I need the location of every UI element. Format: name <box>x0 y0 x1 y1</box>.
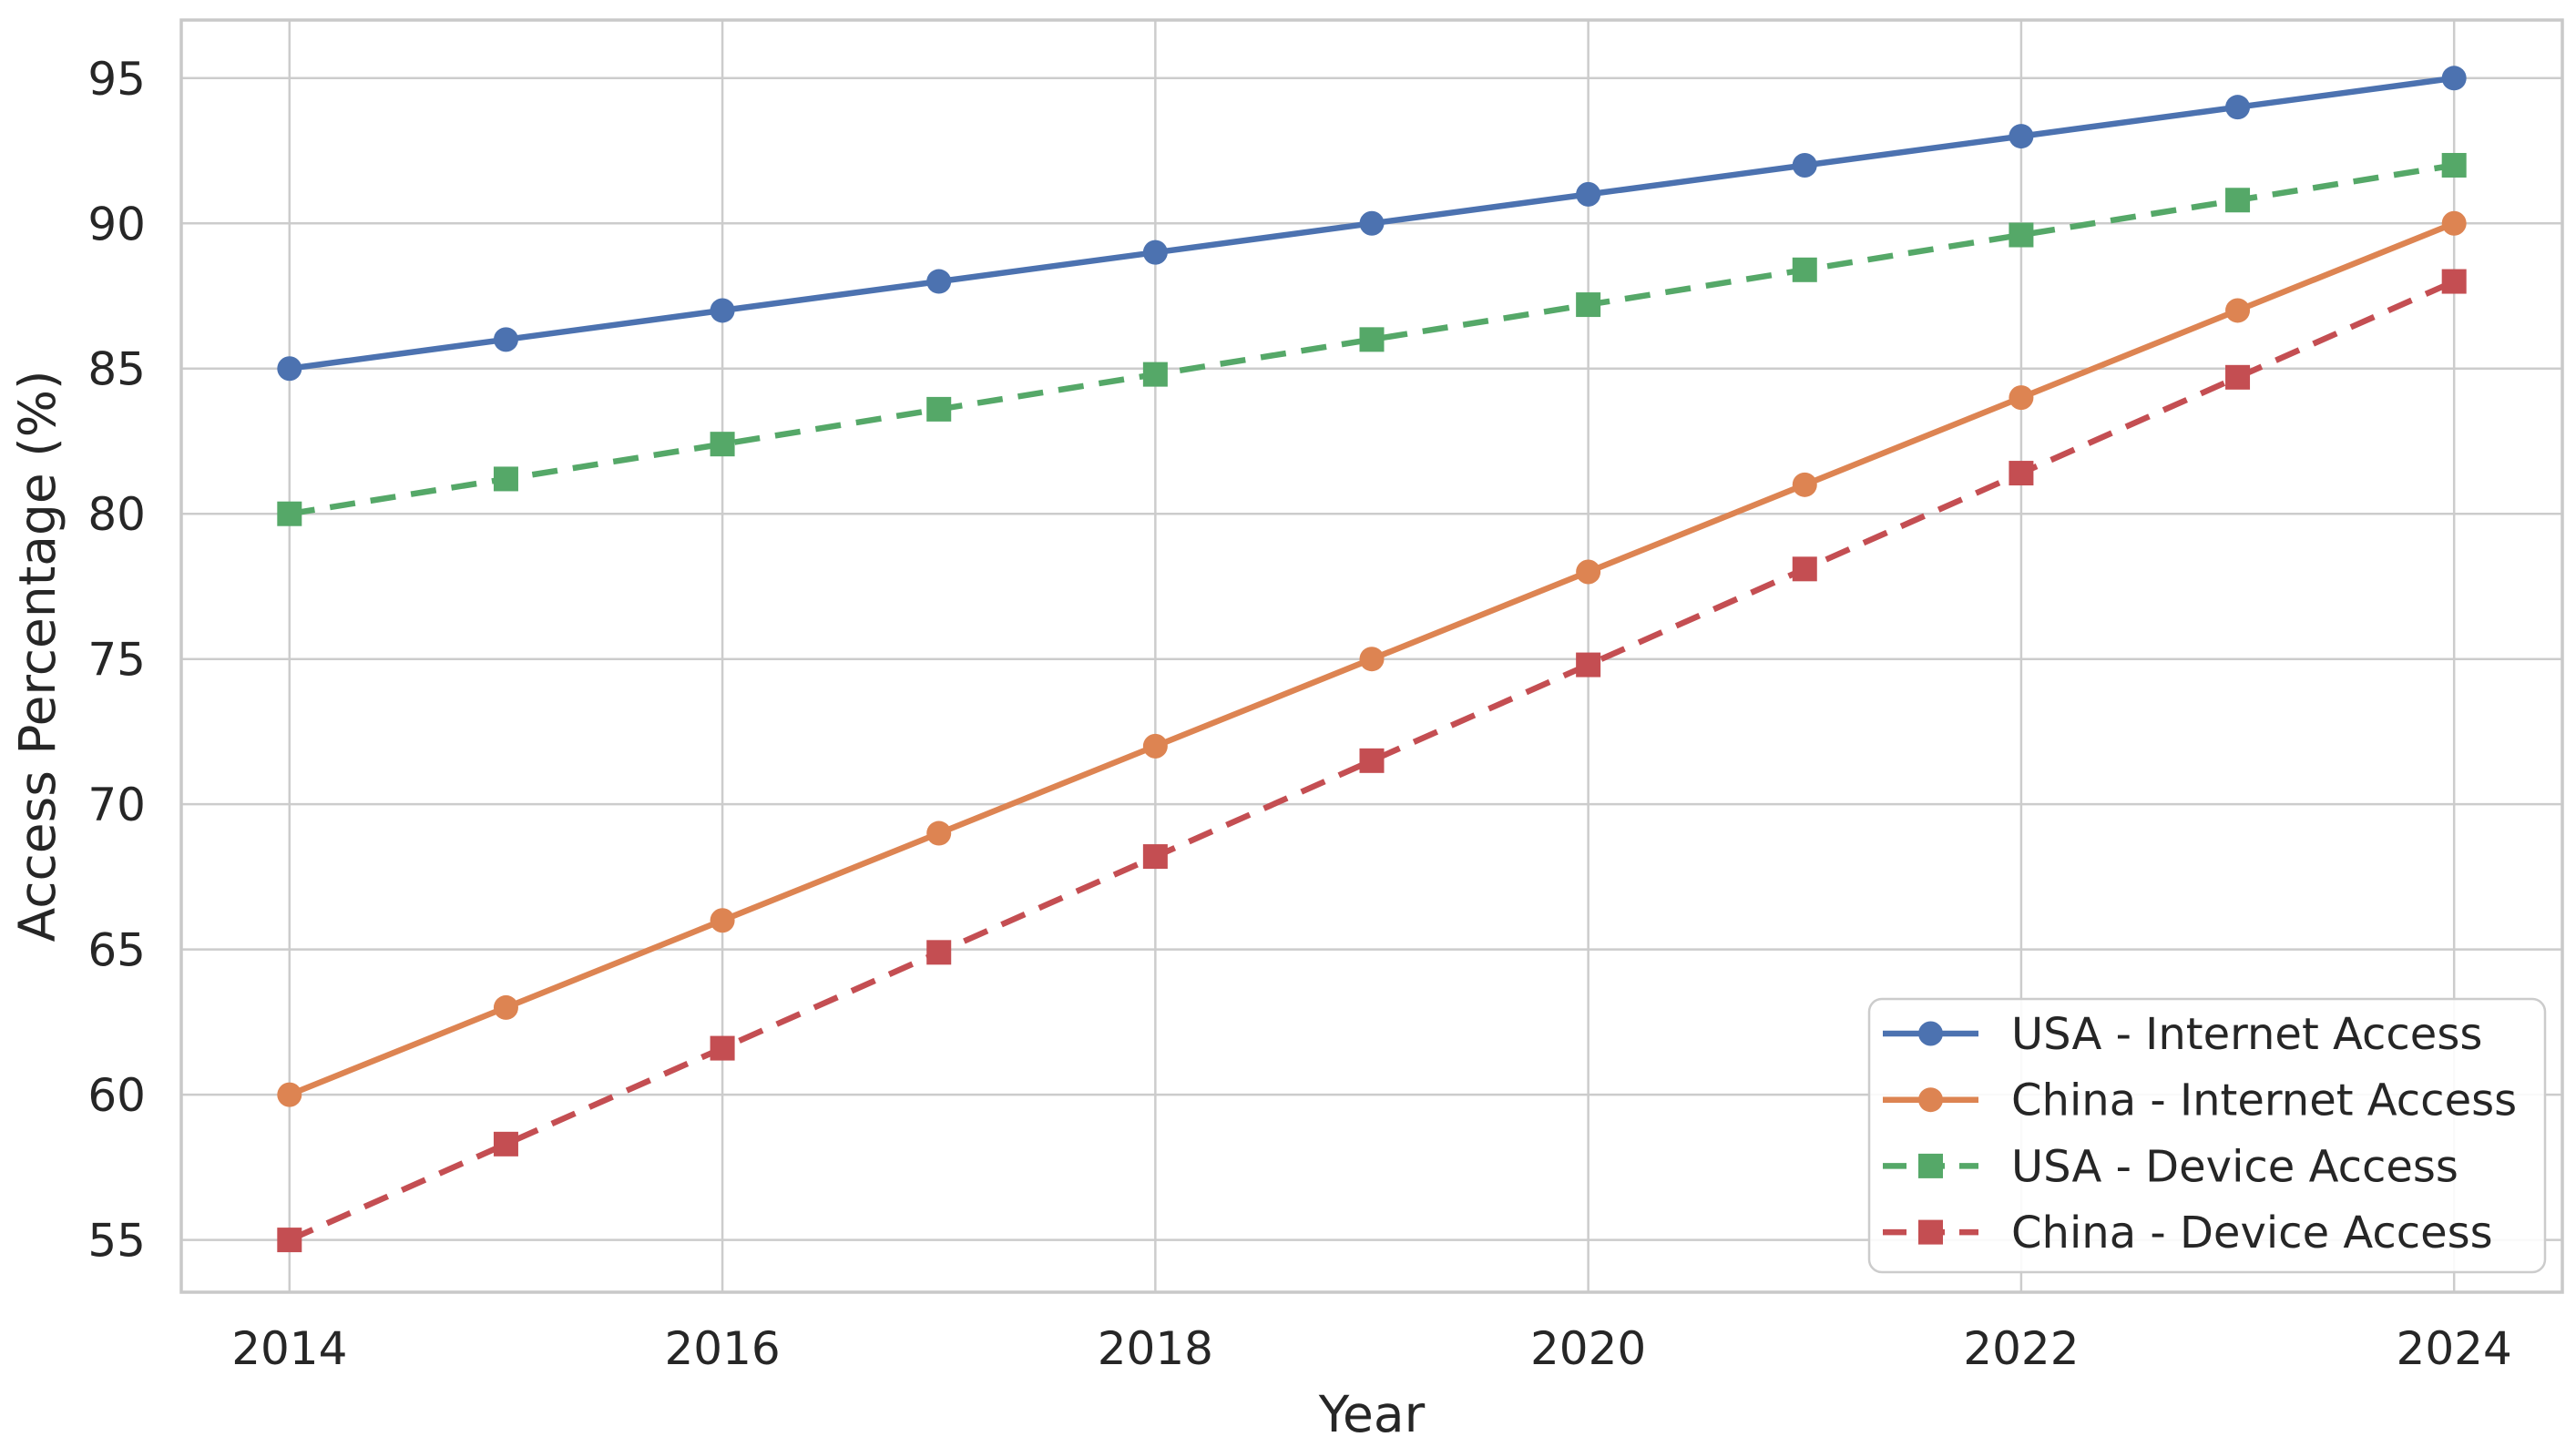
data-point-circle <box>2009 385 2034 411</box>
y-axis-title: Access Percentage (%) <box>8 371 66 943</box>
legend-marker-square <box>1918 1219 1943 1245</box>
x-tick-label: 2014 <box>231 1322 347 1375</box>
series-line-china-device-access <box>288 279 2456 1243</box>
y-tick-label: 75 <box>87 634 146 687</box>
legend: USA - Internet Access China - Internet Ac… <box>1867 997 2547 1274</box>
data-point-circle <box>493 994 518 1020</box>
series-china-device-access <box>277 269 2467 1253</box>
data-point-square <box>2225 364 2251 390</box>
y-tick-label: 80 <box>87 488 146 541</box>
data-point-circle <box>1359 210 1385 236</box>
y-axis-ticks: 55 60 65 70 75 80 85 90 95 <box>87 53 146 1268</box>
x-tick-label: 2022 <box>1963 1322 2079 1375</box>
data-point-circle <box>926 269 952 294</box>
data-point-square <box>1359 327 1385 352</box>
data-point-circle <box>710 298 735 323</box>
plot-border <box>179 18 2564 1294</box>
data-point-square <box>926 940 952 965</box>
data-point-square <box>1792 257 1817 282</box>
x-tick-label: 2016 <box>664 1322 780 1375</box>
x-tick-label: 2018 <box>1098 1322 1213 1375</box>
y-tick-label: 70 <box>87 779 146 831</box>
legend-label: USA - Device Access <box>2011 1141 2458 1192</box>
data-point-square <box>2225 188 2251 213</box>
data-point-square <box>493 466 518 492</box>
y-tick-label: 60 <box>87 1069 146 1122</box>
data-point-square <box>1792 556 1817 582</box>
legend-marker-square <box>1918 1153 1943 1178</box>
legend-label: China - Device Access <box>2011 1208 2493 1258</box>
x-tick-label: 2024 <box>2397 1322 2512 1375</box>
series-usa-device-access <box>277 152 2467 526</box>
data-point-circle <box>2441 210 2467 236</box>
legend-label: USA - Internet Access <box>2011 1009 2482 1060</box>
data-point-square <box>2009 461 2034 486</box>
legend-item-usa-device-access: USA - Device Access <box>1883 1141 2458 1192</box>
data-point-square <box>1576 652 1601 678</box>
data-point-square <box>493 1131 518 1157</box>
y-tick-label: 55 <box>87 1215 146 1268</box>
data-point-circle <box>2441 66 2467 91</box>
y-tick-label: 65 <box>87 924 146 977</box>
data-point-circle <box>1359 647 1385 672</box>
data-point-square <box>1142 844 1168 870</box>
data-point-square <box>1576 292 1601 318</box>
x-tick-label: 2020 <box>1530 1322 1646 1375</box>
data-point-circle <box>2009 124 2034 149</box>
data-point-square <box>2009 222 2034 248</box>
series-usa-internet-access <box>277 66 2467 382</box>
data-point-circle <box>2225 298 2251 323</box>
legend-item-usa-internet-access: USA - Internet Access <box>1883 1009 2482 1060</box>
x-axis-ticks: 2014 2016 2018 2020 2022 2024 <box>231 1322 2512 1375</box>
data-point-square <box>926 396 952 422</box>
data-point-circle <box>277 1082 302 1107</box>
legend-marker-circle <box>1918 1021 1943 1046</box>
data-point-circle <box>2225 95 2251 120</box>
data-point-square <box>1142 362 1168 387</box>
data-point-square <box>277 1228 302 1253</box>
data-point-circle <box>1576 181 1601 207</box>
data-point-circle <box>493 327 518 352</box>
legend-item-china-internet-access: China - Internet Access <box>1883 1075 2517 1126</box>
data-point-square <box>710 432 735 457</box>
y-tick-label: 85 <box>87 343 146 396</box>
x-axis-title: Year <box>1318 1385 1426 1443</box>
series-line-usa-device-access <box>289 162 2455 517</box>
y-tick-label: 90 <box>87 198 146 250</box>
data-point-circle <box>1792 472 1817 497</box>
gridlines <box>181 20 2562 1292</box>
legend-item-china-device-access: China - Device Access <box>1883 1208 2493 1258</box>
data-point-circle <box>277 356 302 382</box>
data-point-circle <box>1142 733 1168 759</box>
data-point-circle <box>1576 559 1601 585</box>
legend-marker-circle <box>1918 1087 1943 1113</box>
legend-box <box>1867 997 2547 1274</box>
data-point-circle <box>710 908 735 933</box>
legend-label: China - Internet Access <box>2011 1075 2517 1126</box>
data-point-circle <box>1142 239 1168 265</box>
data-point-circle <box>1792 152 1817 178</box>
y-tick-label: 95 <box>87 53 146 106</box>
data-point-square <box>2441 269 2467 294</box>
data-point-square <box>1359 748 1385 773</box>
data-point-square <box>2441 152 2467 178</box>
data-point-square <box>710 1035 735 1061</box>
data-point-square <box>277 501 302 526</box>
series-china-internet-access <box>277 210 2467 1107</box>
data-point-circle <box>926 820 952 846</box>
